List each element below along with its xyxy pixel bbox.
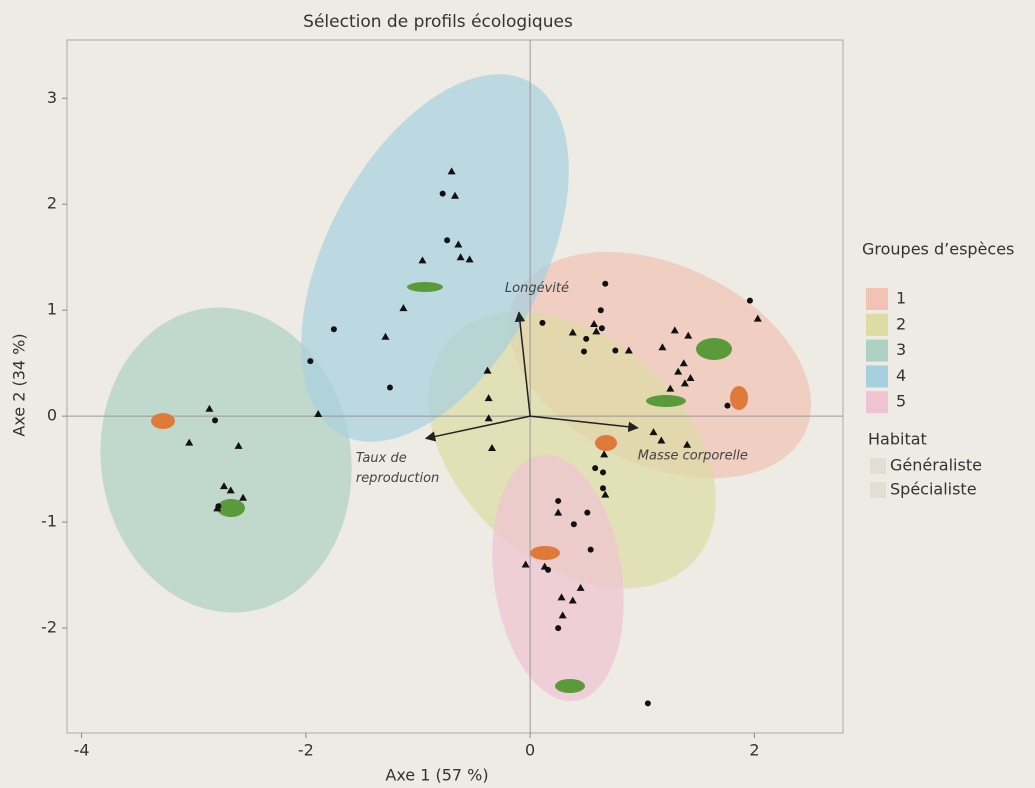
point [440, 191, 446, 197]
chart: -4 -2 0 2 3 2 1 0 -1 -2 Longévité Taux de reproduct… [0, 0, 1035, 788]
y-tick-label: 2 [47, 194, 57, 213]
point [600, 485, 606, 491]
legend-marker [870, 482, 886, 498]
point [555, 625, 561, 631]
y-tick-label: 0 [47, 406, 57, 425]
legend-swatch [866, 365, 888, 387]
ellipses [81, 31, 847, 710]
x-tick-label: 2 [749, 741, 759, 760]
legend-label: Spécialiste [890, 480, 977, 499]
y-tick-label: -1 [41, 512, 57, 531]
legend-label: 4 [896, 366, 906, 385]
legend-swatch [866, 391, 888, 413]
legend-swatch [866, 314, 888, 336]
point [583, 336, 589, 342]
point [539, 320, 545, 326]
point [212, 417, 218, 423]
icon [646, 395, 686, 407]
point [599, 325, 605, 331]
point [444, 237, 450, 243]
point [747, 298, 753, 304]
arrow-label: reproduction [356, 471, 439, 486]
icon [696, 338, 732, 360]
x-tick-label: -2 [298, 741, 314, 760]
point [724, 403, 730, 409]
icon [217, 499, 245, 517]
point [598, 307, 604, 313]
point [307, 358, 313, 364]
point [584, 510, 590, 516]
icon [407, 282, 443, 292]
y-axis-title: Axe 2 (34 %) [10, 333, 29, 436]
x-tick-label: 0 [525, 741, 535, 760]
legend-swatch [866, 340, 888, 362]
legend-label: 1 [896, 289, 906, 308]
point [645, 700, 651, 706]
arrow-label: Masse corporelle [638, 448, 748, 463]
point [602, 281, 608, 287]
point [588, 547, 594, 553]
point [555, 498, 561, 504]
icon [730, 386, 748, 410]
legend-title: Habitat [868, 430, 927, 449]
point [592, 465, 598, 471]
arrow-label: Taux de [356, 451, 407, 466]
legend-label: 5 [896, 392, 906, 411]
legend: 1 2 3 4 5 Généraliste Spécialiste [866, 288, 982, 499]
chart-title: Sélection de profils écologiques [303, 12, 573, 32]
icon [555, 679, 585, 693]
y-tick-label: -2 [41, 618, 57, 637]
page: {"chart_data": { "type": "scatter", "tit… [0, 0, 1035, 788]
legend-title: Groupes d’espèces [862, 240, 1014, 259]
arrow-label: Longévité [505, 281, 569, 296]
icon [530, 546, 560, 560]
x-axis-title: Axe 1 (57 %) [385, 766, 488, 785]
point [581, 349, 587, 355]
legend-swatch [866, 288, 888, 310]
legend-marker [870, 458, 886, 474]
legend-label: 3 [896, 340, 906, 359]
point [612, 347, 618, 353]
x-tick-label: -4 [74, 741, 90, 760]
icon [595, 435, 617, 451]
icon [151, 413, 175, 429]
y-tick-label: 3 [47, 88, 57, 107]
y-tick-label: 1 [47, 300, 57, 319]
legend-label: Généraliste [890, 456, 982, 475]
point [331, 326, 337, 332]
point [600, 469, 606, 475]
point [387, 385, 393, 391]
legend-label: 2 [896, 314, 906, 333]
point [571, 521, 577, 527]
